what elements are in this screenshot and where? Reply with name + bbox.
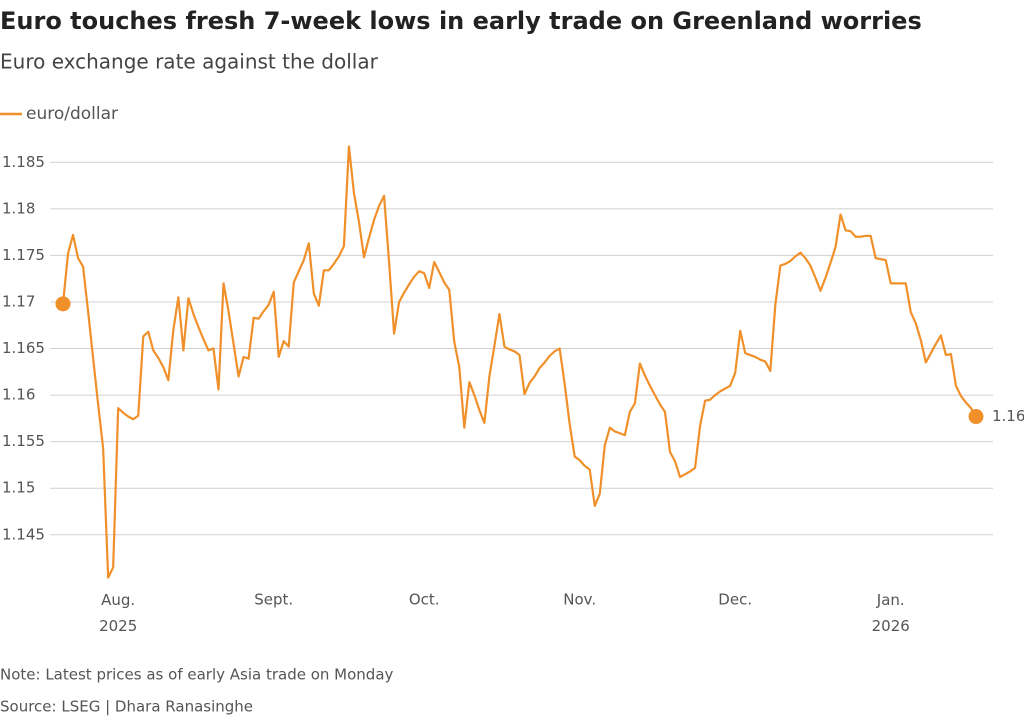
y-tick-label: 1.175 [2,246,45,264]
y-tick-label: 1.16 [2,386,35,404]
y-tick-label: 1.145 [2,525,45,543]
end-marker [55,296,71,312]
y-tick-label: 1.15 [2,479,35,497]
y-tick-label: 1.18 [2,199,35,217]
end-marker [968,409,984,425]
x-tick-label: Sept. [254,591,293,609]
chart-title: Euro touches fresh 7-week lows in early … [0,7,922,35]
y-tick-label: 1.155 [2,432,45,450]
x-tick-label: Oct. [409,591,440,609]
y-tick-label: 1.185 [2,153,45,171]
chart-note: Note: Latest prices as of early Asia tra… [0,666,394,684]
value-label: 1.16 [992,407,1024,425]
chart-source: Source: LSEG | Dhara Ranasinghe [0,698,253,716]
legend-label: euro/dollar [26,104,118,124]
y-tick-label: 1.165 [2,339,45,357]
x-tick-label: Dec. [718,591,752,609]
y-tick-label: 1.17 [2,292,35,310]
chart-subtitle: Euro exchange rate against the dollar [0,50,379,74]
x-tick-label: Aug. 2025 [99,591,137,635]
x-tick-label: Nov. [563,591,596,609]
x-tick-label: Jan. 2026 [872,591,910,635]
series-line [61,145,977,579]
